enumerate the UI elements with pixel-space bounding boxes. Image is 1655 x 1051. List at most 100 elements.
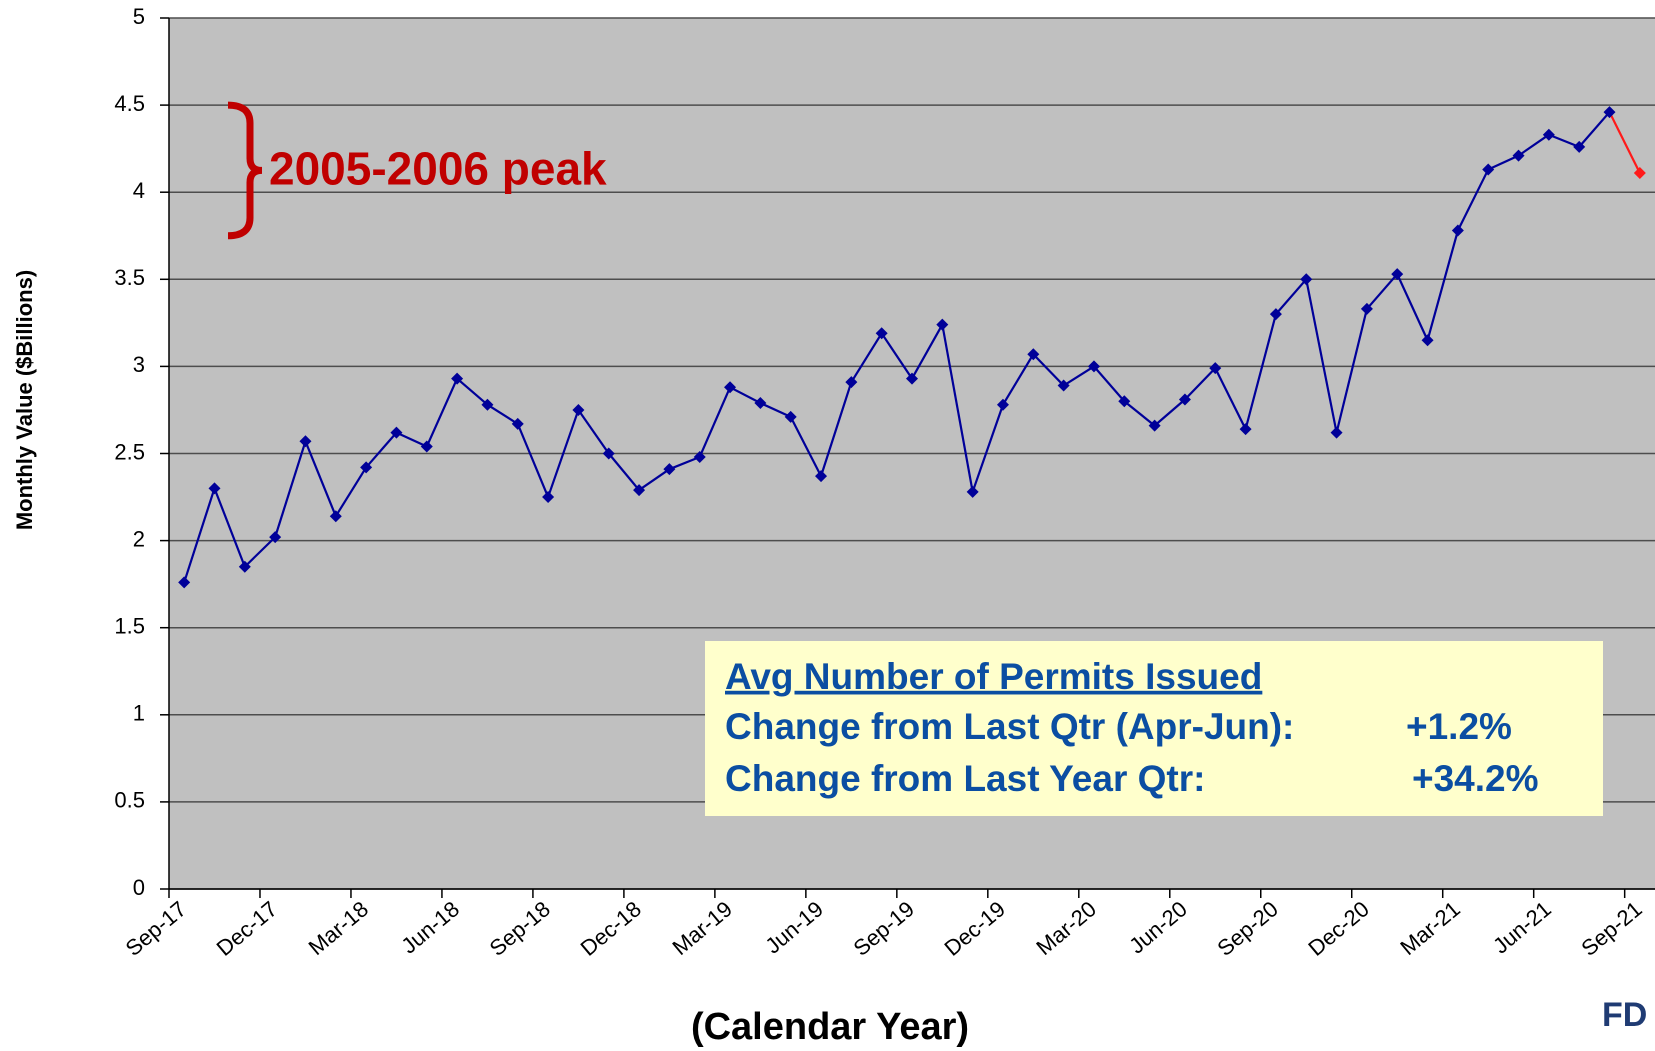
line-segment	[395, 431, 428, 448]
line-segment	[759, 401, 792, 418]
data-point	[875, 327, 888, 340]
x-tick-label: Sep-19	[849, 896, 919, 961]
line-segment	[274, 440, 307, 538]
line-segment	[1578, 111, 1611, 148]
data-point	[845, 376, 858, 389]
line-segment	[334, 466, 368, 517]
y-tick-label: 2.5	[114, 439, 145, 464]
line-segment	[1426, 230, 1459, 341]
line-segment	[789, 416, 822, 477]
data-point	[1087, 360, 1100, 373]
x-tick-label: Mar-20	[1031, 896, 1100, 960]
line-segment	[304, 440, 337, 517]
line-segment	[880, 332, 913, 380]
line-segment	[1032, 353, 1065, 387]
data-point	[420, 440, 433, 453]
data-point	[1300, 273, 1313, 286]
data-point	[238, 560, 251, 573]
line-segment	[1002, 353, 1035, 406]
x-tick-label: Mar-21	[1395, 896, 1464, 960]
y-tick-label: 0.5	[114, 788, 145, 813]
line-segment	[1456, 169, 1490, 232]
line-segment	[1487, 154, 1519, 171]
data-point	[1178, 393, 1191, 406]
data-point	[360, 461, 373, 474]
x-tick-label: Dec-19	[940, 896, 1010, 961]
line-segment	[638, 468, 671, 491]
data-point	[1633, 167, 1646, 180]
info-box-value: +34.2%	[1412, 758, 1539, 799]
y-tick-label: 4.5	[114, 91, 145, 116]
line-segment	[729, 386, 761, 404]
data-point	[542, 491, 555, 504]
line-segment	[577, 409, 610, 455]
data-point	[633, 484, 646, 497]
line-segment	[1153, 398, 1186, 427]
data-point	[269, 531, 282, 544]
data-point	[754, 396, 767, 409]
line-segment	[425, 378, 459, 447]
data-point	[1542, 128, 1555, 141]
data-point	[1239, 423, 1252, 436]
peak-brace	[227, 101, 263, 240]
data-point	[1269, 308, 1282, 321]
line-segment	[1366, 273, 1399, 310]
y-tick-label: 2	[133, 526, 145, 551]
line-segment	[1608, 111, 1641, 174]
data-point	[815, 470, 828, 483]
data-point	[693, 450, 706, 463]
x-axis-label: (Calendar Year)	[691, 1006, 969, 1048]
line-segment	[607, 452, 640, 491]
line-segment	[1396, 273, 1429, 341]
data-point	[966, 485, 979, 498]
y-tick-label: 4	[133, 178, 145, 203]
line-segment	[1335, 308, 1368, 433]
data-point	[178, 576, 191, 589]
line-segment	[1275, 278, 1308, 315]
line-segment	[971, 404, 1005, 493]
data-point	[481, 398, 494, 411]
data-point	[1573, 140, 1586, 153]
data-point	[1118, 395, 1131, 408]
data-point	[390, 426, 403, 439]
data-point	[572, 403, 585, 416]
line-segment	[244, 536, 276, 568]
data-point	[936, 318, 949, 331]
x-tick-label: Dec-20	[1303, 896, 1373, 961]
line-segment	[1184, 367, 1217, 401]
info-box-label: Change from Last Year Qtr:	[725, 758, 1205, 799]
line-segment	[213, 487, 246, 568]
data-point	[784, 410, 797, 423]
line-segment	[183, 488, 216, 583]
line-segment	[819, 381, 853, 477]
x-tick-label: Sep-20	[1212, 896, 1282, 961]
data-point	[1148, 419, 1161, 432]
line-segment	[941, 324, 974, 493]
x-tick-label: Mar-18	[304, 896, 373, 960]
logo: FD	[1602, 996, 1647, 1034]
line-segment	[486, 403, 519, 425]
x-tick-label: Sep-17	[121, 896, 191, 961]
line-segment	[698, 386, 732, 458]
peak-label: 2005-2006 peak	[269, 143, 607, 195]
data-point	[329, 510, 342, 523]
info-box-label: Change from Last Qtr (Apr-Jun):	[725, 706, 1294, 747]
line-segment	[911, 324, 944, 380]
info-box-value: +1.2%	[1406, 706, 1512, 747]
info-box-title: Avg Number of Permits Issued	[725, 656, 1262, 697]
data-point	[1057, 379, 1070, 392]
x-tick-label: Dec-18	[576, 896, 646, 961]
data-point	[1027, 348, 1040, 361]
x-tick-label: Jun-19	[760, 896, 828, 958]
line-segment	[547, 409, 580, 498]
x-tick-label: Sep-18	[485, 896, 555, 961]
data-point	[1512, 149, 1525, 162]
data-point	[1391, 268, 1404, 281]
data-point	[602, 447, 615, 460]
data-point	[1209, 362, 1222, 375]
line-segment	[1214, 367, 1247, 430]
x-tick-label: Jun-21	[1488, 896, 1556, 958]
line-segment	[1517, 133, 1550, 157]
line-segment	[668, 455, 701, 471]
